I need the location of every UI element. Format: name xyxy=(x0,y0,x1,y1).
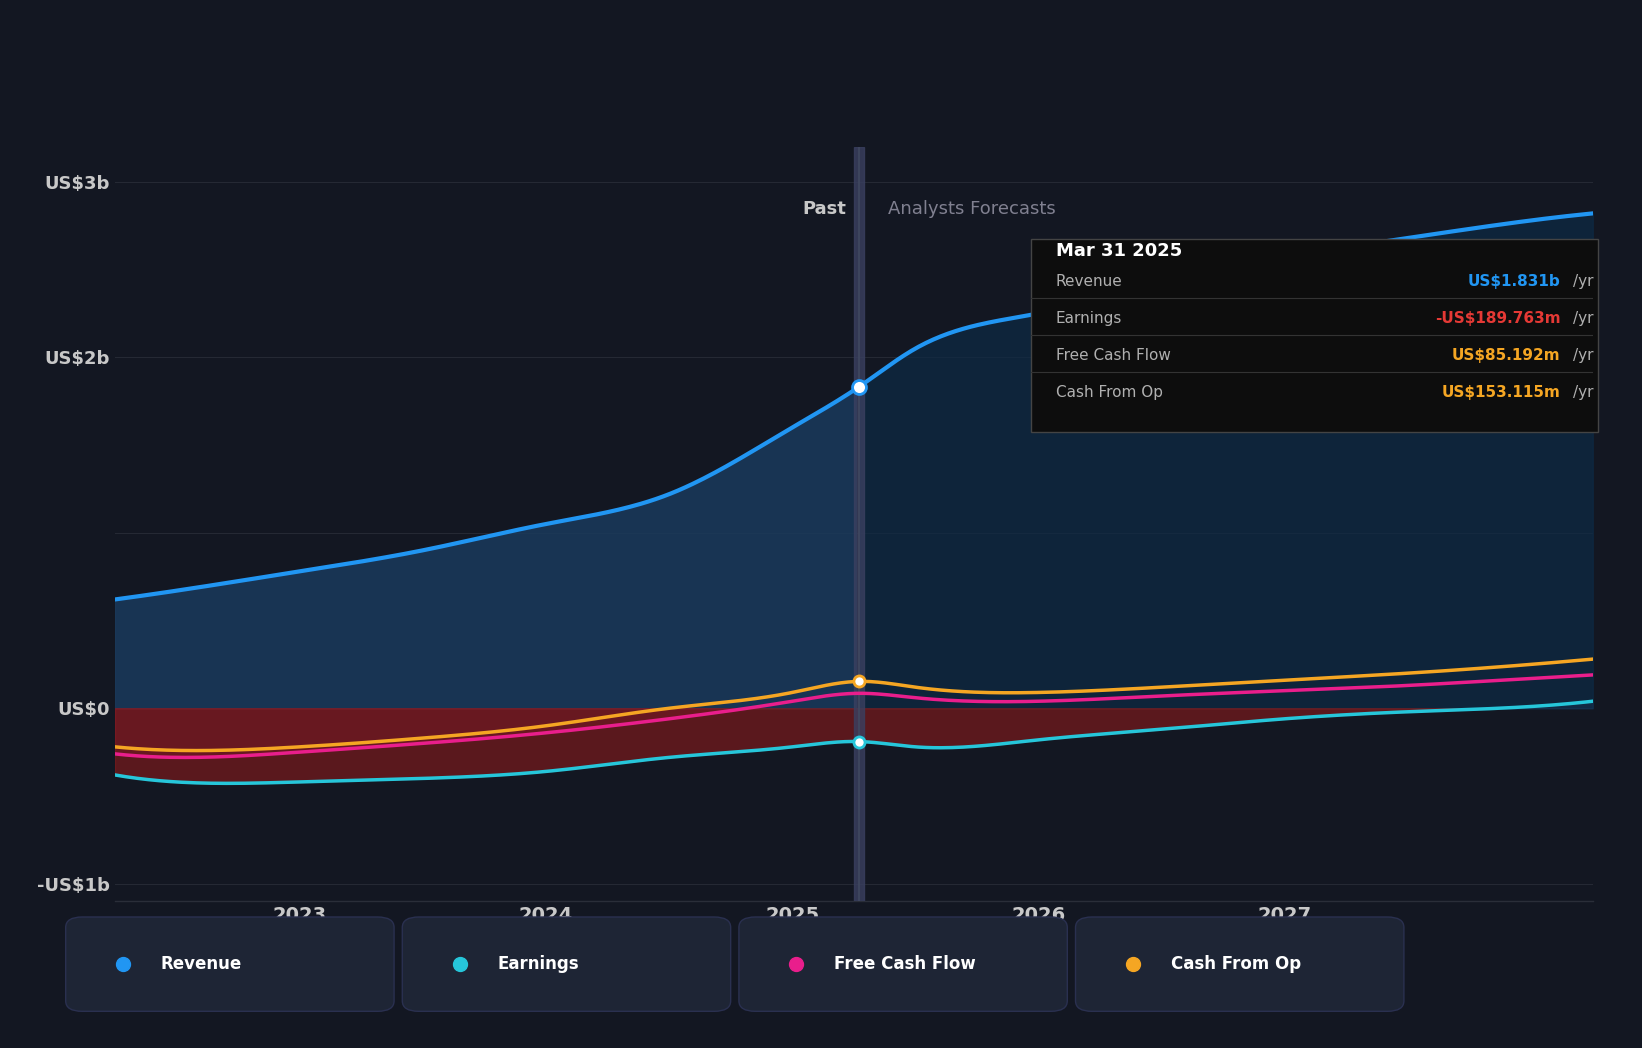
Text: Revenue: Revenue xyxy=(1056,274,1123,289)
FancyBboxPatch shape xyxy=(66,917,394,1011)
Text: Free Cash Flow: Free Cash Flow xyxy=(1056,348,1171,363)
Text: -US$189.763m: -US$189.763m xyxy=(1435,311,1562,326)
Text: Earnings: Earnings xyxy=(498,955,580,974)
Text: Earnings: Earnings xyxy=(1056,311,1121,326)
FancyBboxPatch shape xyxy=(739,917,1067,1011)
Text: US$1.831b: US$1.831b xyxy=(1468,274,1562,289)
FancyBboxPatch shape xyxy=(1031,239,1598,432)
Text: US$153.115m: US$153.115m xyxy=(1442,385,1562,399)
Text: Analysts Forecasts: Analysts Forecasts xyxy=(888,200,1056,218)
Text: Past: Past xyxy=(803,200,847,218)
Text: /yr: /yr xyxy=(1573,348,1593,363)
FancyBboxPatch shape xyxy=(1076,917,1404,1011)
Text: /yr: /yr xyxy=(1573,385,1593,399)
FancyBboxPatch shape xyxy=(402,917,731,1011)
Text: /yr: /yr xyxy=(1573,311,1593,326)
Text: /yr: /yr xyxy=(1573,274,1593,289)
Bar xyxy=(854,147,864,901)
Text: Mar 31 2025: Mar 31 2025 xyxy=(1056,242,1182,260)
Text: Free Cash Flow: Free Cash Flow xyxy=(834,955,975,974)
Text: Cash From Op: Cash From Op xyxy=(1171,955,1300,974)
Text: Revenue: Revenue xyxy=(161,955,241,974)
Text: US$85.192m: US$85.192m xyxy=(1452,348,1562,363)
Text: Cash From Op: Cash From Op xyxy=(1056,385,1163,399)
